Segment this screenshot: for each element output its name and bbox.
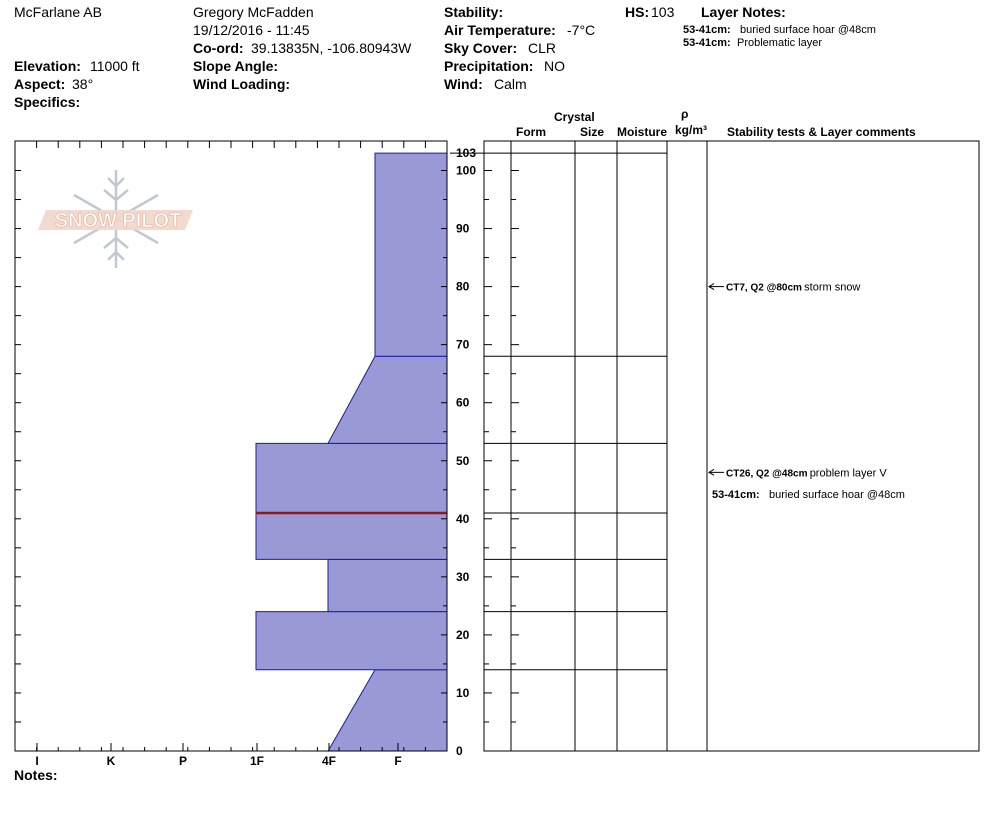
depth-tick-label: 60 [456,396,470,410]
depth-tick-label: 0 [456,744,463,758]
depth-tick-label: 70 [456,338,470,352]
wind-value: Calm [494,76,527,92]
stability-arrow-head [708,468,715,476]
layer-note-range: 53-41cm: [683,24,731,36]
observer-name: Gregory McFadden [193,4,314,20]
hardness-tick-label: P [179,754,187,768]
precipitation-label: Precipitation: [444,58,534,74]
coord-value: 39.13835N, -106.80943W [251,40,412,56]
observation-datetime: 19/12/2016 - 11:45 [193,22,310,38]
stability-arrow-head [708,283,715,291]
hardness-layer [255,611,448,671]
hardness-layer [327,558,448,613]
depth-tick-label: 100 [456,164,476,178]
wind-label: Wind: [444,76,483,92]
depth-tick-label: 50 [456,454,470,468]
air-temp-label: Air Temperature: [444,22,556,38]
precipitation-value: NO [544,58,565,74]
hardness-tick-label: 1F [250,754,264,768]
stability-test-label: CT7, Q2 @80cm [726,283,802,294]
stability-test-comment: storm snow [804,282,860,294]
depth-tick-label: 80 [456,280,470,294]
stability-label: Stability: [444,4,504,20]
layer-comment-range: 53-41cm: [712,489,760,501]
depth-tick-label: 30 [456,570,470,584]
coord-label: Co-ord: [193,40,244,56]
density-unit-header: kg/m³ [675,123,708,137]
crystal-header: Crystal [554,110,595,124]
hs-tick-label: 103 [456,146,476,160]
slope-angle-label: Slope Angle: [193,58,279,74]
hardness-layer [327,355,448,444]
layer-notes-title: Layer Notes: [701,4,786,20]
hardness-layer [374,152,448,357]
aspect-label: Aspect: [14,76,66,92]
hardness-tick-label: K [107,754,116,768]
comments-header: Stability tests & Layer comments [727,125,916,139]
notes-label: Notes: [14,767,58,783]
rho-header: ρ [681,107,689,121]
layer-note-text: buried surface hoar @48cm [740,24,876,36]
elevation-value: 11000 ft [90,58,140,74]
depth-tick-label: 90 [456,222,470,236]
hardness-tick-label: 4F [322,754,336,768]
hardness-layer [255,442,448,560]
form-header: Form [516,125,546,139]
hardness-layer [327,669,448,752]
elevation-label: Elevation: [14,58,81,74]
size-header: Size [580,125,605,139]
depth-tick-label: 20 [456,628,470,642]
hardness-tick-label: I [35,754,38,768]
hardness-tick-label: F [394,754,401,768]
layer-note-range: 53-41cm: [683,37,731,49]
moisture-header: Moisture [617,125,668,139]
depth-tick-label: 40 [456,512,470,526]
location-name: McFarlane AB [14,4,102,20]
sky-cover-value: CLR [528,40,557,56]
hs-value: 103 [651,4,675,20]
specifics-label: Specifics: [14,94,81,110]
layer-note-text: Problematic layer [737,37,822,49]
stability-test-comment: problem layer V [810,467,888,479]
hs-label: HS: [625,4,650,20]
stability-test-label: CT26, Q2 @48cm [726,468,808,479]
sky-cover-label: Sky Cover: [444,40,518,56]
layer-comment-text: buried surface hoar @48cm [769,489,905,501]
air-temp-value: -7°C [567,22,596,38]
depth-tick-label: 10 [456,686,470,700]
aspect-value: 38° [72,76,94,92]
layer-table-frame [483,140,980,752]
wind-loading-label: Wind Loading: [193,76,291,92]
